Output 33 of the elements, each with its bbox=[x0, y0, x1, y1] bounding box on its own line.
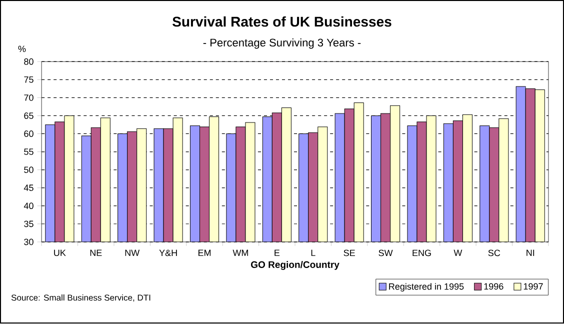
legend-label: Registered in 1995 bbox=[389, 283, 464, 292]
y-tick-label: 40 bbox=[24, 202, 34, 210]
x-axis-title: GO Region/Country bbox=[251, 261, 340, 270]
y-axis-title: % bbox=[18, 46, 26, 52]
y-tick-label: 55 bbox=[24, 148, 34, 156]
x-tick-label: SC bbox=[488, 250, 500, 256]
x-tick-label: NI bbox=[526, 250, 534, 256]
y-tick-label: 35 bbox=[24, 220, 34, 228]
x-tick-label: SE bbox=[344, 250, 355, 256]
legend-label: 1996 bbox=[484, 283, 504, 290]
y-tick-label: 75 bbox=[24, 76, 34, 84]
x-tick-label: L bbox=[311, 250, 316, 256]
y-tick-label: 70 bbox=[24, 94, 34, 102]
source-note: Source: Small Business Service, DTI bbox=[11, 294, 150, 302]
chart-subtitle: - Percentage Surviving 3 Years - bbox=[203, 38, 361, 49]
legend-label: 1997 bbox=[524, 283, 543, 290]
y-tick-label: 50 bbox=[24, 166, 34, 174]
x-tick-label: Y&H bbox=[159, 250, 177, 256]
x-tick-label: W bbox=[454, 250, 462, 256]
y-tick-label: 60 bbox=[24, 130, 34, 138]
x-tick-label: NW bbox=[125, 250, 140, 256]
x-tick-label: WM bbox=[232, 250, 248, 256]
x-tick-label: ENG bbox=[412, 250, 431, 256]
y-tick-label: 45 bbox=[24, 184, 34, 192]
y-tick-label: 80 bbox=[24, 58, 34, 66]
x-tick-label: EM bbox=[198, 250, 211, 256]
x-tick-label: E bbox=[274, 250, 280, 256]
x-tick-label: NE bbox=[90, 250, 102, 256]
x-tick-label: UK bbox=[54, 250, 66, 256]
y-tick-label: 65 bbox=[24, 112, 34, 120]
chart-title: Survival Rates of UK Businesses bbox=[172, 16, 392, 27]
x-tick-label: SW bbox=[378, 250, 393, 256]
y-tick-label: 30 bbox=[24, 238, 34, 246]
